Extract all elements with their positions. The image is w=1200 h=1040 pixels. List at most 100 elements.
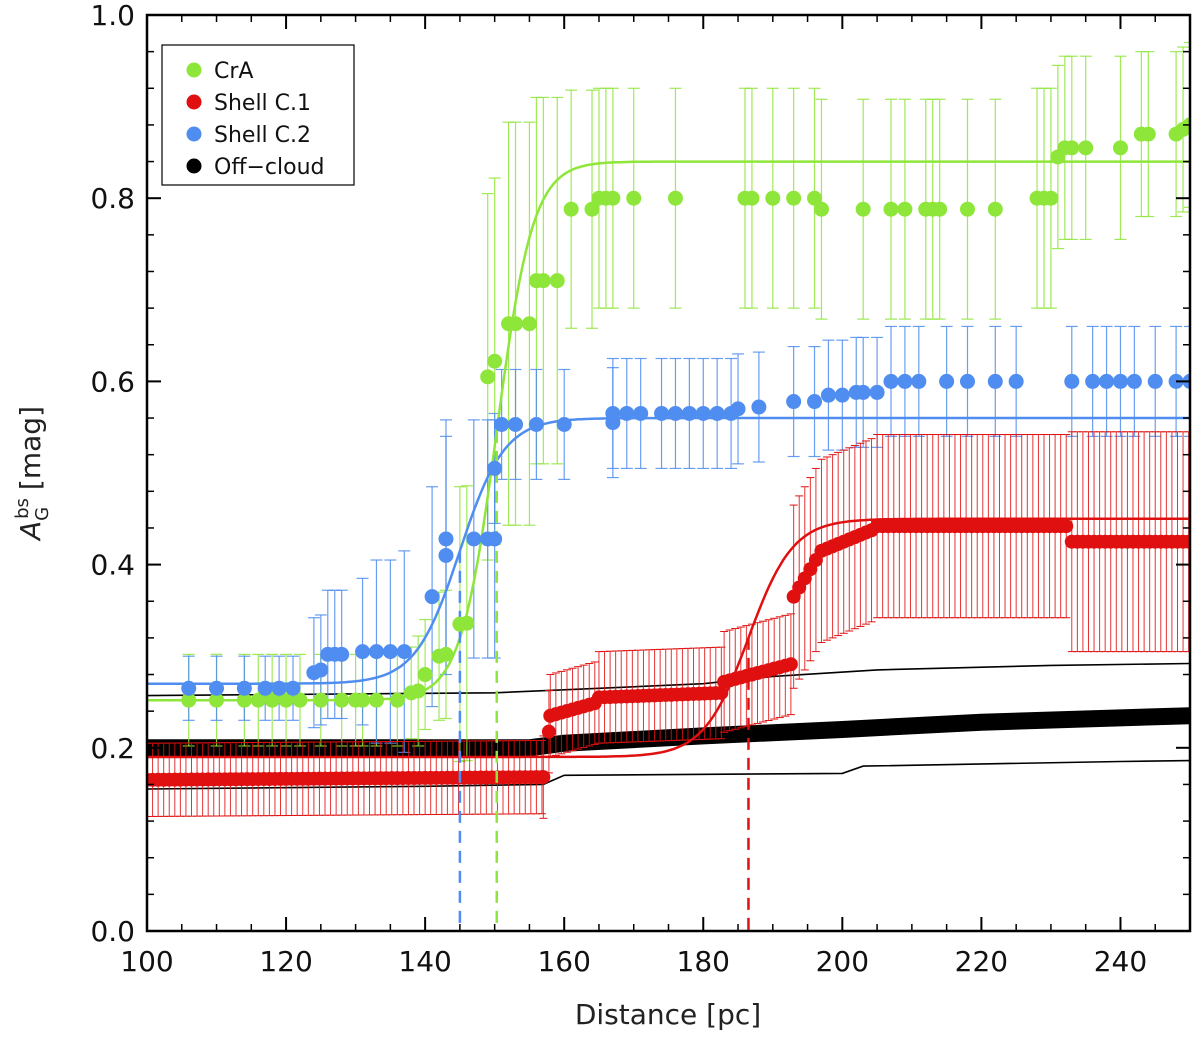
fit-curve — [147, 517, 1190, 759]
legend-marker — [186, 158, 202, 174]
cra-point — [334, 692, 350, 708]
y-tick-label: 0.8 — [90, 182, 135, 215]
off-cloud-lower-line — [147, 759, 1190, 790]
shell-c2-point — [487, 531, 503, 547]
x-tick-label: 200 — [816, 945, 869, 978]
shell-c2-point — [605, 405, 621, 421]
shell-c2-point — [730, 401, 746, 417]
cra-point — [626, 190, 642, 206]
cra-point — [605, 190, 621, 206]
shell-c2-point — [466, 531, 482, 547]
legend-marker — [186, 62, 202, 78]
cra-point — [410, 683, 426, 699]
shell-c2-point — [1147, 373, 1163, 389]
legend-label: Off−cloud — [214, 155, 324, 180]
cra-point — [584, 201, 600, 217]
shell-c2-point — [681, 405, 697, 421]
cra-point — [563, 201, 579, 217]
cra-point — [236, 692, 252, 708]
cra-point — [438, 646, 454, 662]
plot-area — [147, 41, 1190, 931]
shell-c2-point — [1008, 373, 1024, 389]
x-tick-label: 180 — [677, 945, 730, 978]
x-tick-label: 100 — [120, 945, 173, 978]
shell-c2-point — [528, 416, 544, 432]
shell-c1-point — [541, 724, 556, 739]
shell-c2-point — [807, 394, 823, 410]
shell-c2-point — [556, 416, 572, 432]
shell-c2-point — [487, 460, 503, 476]
cra-point — [278, 692, 294, 708]
cra-point — [535, 273, 551, 289]
cra-point — [1043, 190, 1059, 206]
shell-c1-point — [783, 657, 798, 672]
shell-c2-point — [494, 416, 510, 432]
cra-point — [1078, 140, 1094, 156]
legend-label: Shell C.2 — [214, 123, 311, 148]
cra-point — [389, 692, 405, 708]
shell-c2-points — [181, 373, 1190, 696]
legend-label: CrA — [214, 59, 253, 84]
cra-point — [250, 692, 266, 708]
shell-c2-point — [695, 405, 711, 421]
shell-c2-point — [820, 387, 836, 403]
shell-c2-point — [897, 373, 913, 389]
cra-point — [855, 201, 871, 217]
legend-marker — [186, 94, 202, 110]
cra-points — [181, 117, 1190, 708]
fit-curve — [147, 416, 1190, 685]
shell-c2-point — [438, 531, 454, 547]
shell-c2-point — [438, 547, 454, 563]
shell-c2-point — [654, 405, 670, 421]
shell-c2-point — [883, 373, 899, 389]
x-tick-labels: 100 120 140 160 180 200 220 240 — [120, 945, 1147, 978]
cra-point — [459, 615, 475, 631]
x-tick-label: 160 — [537, 945, 590, 978]
cra-point — [744, 190, 760, 206]
distance-markers — [458, 430, 750, 931]
cra-point — [487, 353, 503, 369]
cra-point — [355, 692, 371, 708]
cra-point — [1140, 126, 1156, 142]
y-tick-label: 0.6 — [90, 365, 135, 398]
cra-point — [292, 692, 308, 708]
cra-point — [313, 692, 329, 708]
shell-c1-point — [536, 770, 551, 785]
shell-c2-point — [855, 384, 871, 400]
shell-c2-point — [834, 387, 850, 403]
shell-c2-point — [786, 394, 802, 410]
shell-c2-point — [368, 644, 384, 660]
shell-c1-point — [1059, 519, 1074, 534]
axis-ticks — [146, 14, 1191, 932]
y-axis-label: AGbs [mag] — [12, 406, 53, 542]
x-tick-label: 240 — [1094, 945, 1147, 978]
y-tick-labels: 0.0 0.2 0.4 0.6 0.8 1.0 — [90, 0, 135, 948]
shell-c2-point — [667, 405, 683, 421]
y-tick-label: 0.0 — [90, 915, 135, 948]
legend: CrA Shell C.1 Shell C.2 Off−cloud — [161, 44, 355, 186]
shell-c2-point — [987, 373, 1003, 389]
y-axis-unit: [mag] — [14, 406, 47, 490]
cra-point — [480, 369, 496, 385]
x-axis-label: Distance [pc] — [575, 998, 761, 1031]
cra-point — [1064, 140, 1080, 156]
shell-c2-point — [1126, 373, 1142, 389]
shell-c2-point — [911, 373, 927, 389]
cra-point — [181, 692, 197, 708]
cra-point — [417, 667, 433, 683]
shell-c2-point — [334, 646, 350, 662]
cra-point — [883, 201, 899, 217]
cra-point — [264, 692, 280, 708]
shell-c2-point — [1085, 373, 1101, 389]
shell-c2-point — [939, 373, 955, 389]
cra-point — [987, 201, 1003, 217]
shell-c2-point — [619, 405, 635, 421]
shell-c2-point — [508, 416, 524, 432]
y-axis-subscript: G — [32, 507, 53, 521]
shell-c2-point — [709, 405, 725, 421]
cra-point — [813, 201, 829, 217]
cra-point — [765, 190, 781, 206]
shell-c2-point — [181, 680, 197, 696]
shell-c2-point — [959, 373, 975, 389]
